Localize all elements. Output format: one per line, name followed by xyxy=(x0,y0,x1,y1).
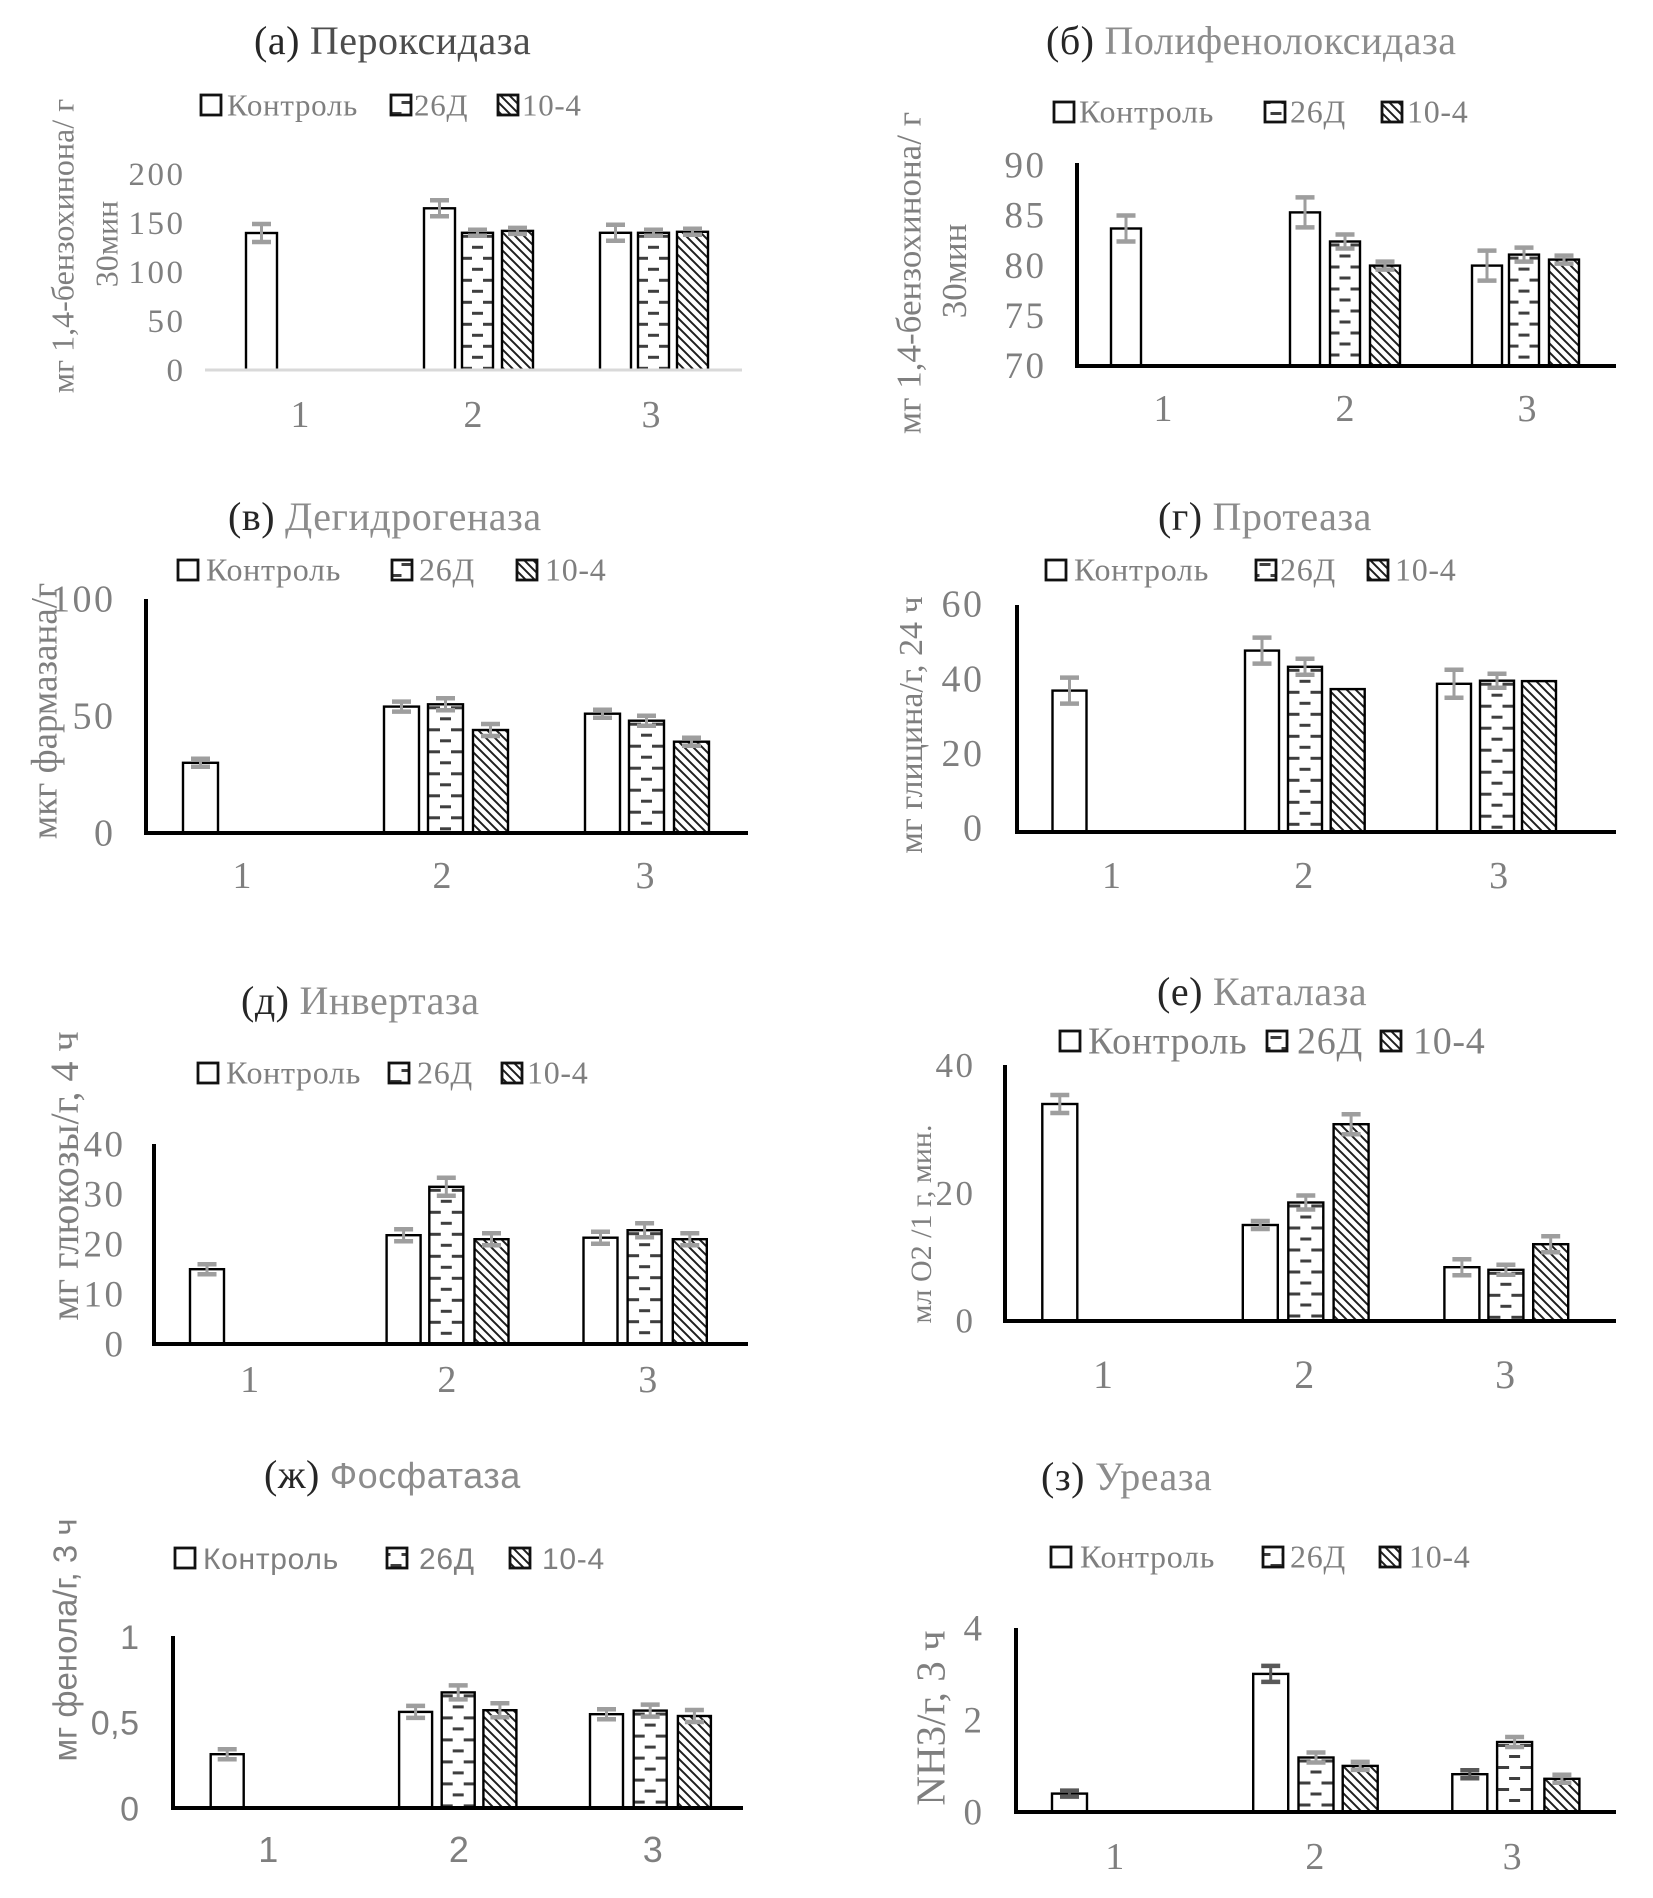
svg-text:мг глюкозы/г, 4 ч: мг глюкозы/г, 4 ч xyxy=(42,1031,87,1320)
svg-text:1: 1 xyxy=(240,1359,259,1401)
svg-text:26Д: 26Д xyxy=(417,1055,473,1091)
svg-text:80: 80 xyxy=(1005,246,1047,287)
svg-text:2: 2 xyxy=(964,1700,985,1741)
svg-text:60: 60 xyxy=(942,584,985,626)
svg-text:100: 100 xyxy=(129,255,186,291)
svg-text:200: 200 xyxy=(129,157,186,193)
svg-text:(д)Инвертаза: (д) Инвертаза xyxy=(241,978,479,1023)
svg-text:(е)Каталаза: (е) Каталаза xyxy=(1157,969,1367,1014)
svg-text:3: 3 xyxy=(636,855,655,897)
svg-text:10-4: 10-4 xyxy=(527,1055,588,1091)
svg-text:2: 2 xyxy=(464,394,483,436)
svg-text:0: 0 xyxy=(956,1302,976,1341)
svg-text:1: 1 xyxy=(233,855,252,897)
svg-text:75: 75 xyxy=(1005,296,1047,337)
svg-text:(б)Полифенолоксидаза: (б) Полифенолоксидаза xyxy=(1046,18,1457,63)
svg-text:30мин: 30мин xyxy=(89,201,125,288)
svg-text:1: 1 xyxy=(120,1619,139,1657)
svg-text:0,5: 0,5 xyxy=(91,1705,140,1743)
svg-text:3: 3 xyxy=(638,1359,657,1401)
svg-text:85: 85 xyxy=(1005,196,1047,237)
svg-text:Контроль: Контроль xyxy=(1074,552,1209,588)
svg-text:2: 2 xyxy=(1305,1836,1324,1878)
svg-text:Контроль: Контроль xyxy=(203,1543,339,1576)
svg-text:0: 0 xyxy=(963,808,985,850)
svg-text:2: 2 xyxy=(1336,388,1355,430)
svg-text:(а)Пероксидаза: (а) Пероксидаза xyxy=(254,18,531,63)
svg-text:мг глицина/г, 24 ч: мг глицина/г, 24 ч xyxy=(893,596,930,853)
svg-text:90: 90 xyxy=(1005,145,1047,186)
svg-text:1: 1 xyxy=(1105,1836,1124,1878)
svg-text:(з)Уреаза: (з) Уреаза xyxy=(1041,1454,1212,1499)
svg-text:30: 30 xyxy=(84,1175,126,1216)
svg-text:0: 0 xyxy=(105,1324,126,1365)
svg-text:2: 2 xyxy=(433,855,452,897)
svg-text:40: 40 xyxy=(942,658,985,700)
svg-text:2: 2 xyxy=(437,1359,456,1401)
svg-text:1: 1 xyxy=(258,1829,278,1870)
svg-text:10-4: 10-4 xyxy=(522,87,582,122)
svg-text:1: 1 xyxy=(1102,855,1121,897)
svg-text:мг фенола/г, 3 ч: мг фенола/г, 3 ч xyxy=(47,1518,84,1761)
svg-text:100: 100 xyxy=(51,579,116,621)
svg-text:NH3/г, 3 ч: NH3/г, 3 ч xyxy=(908,1630,954,1805)
svg-text:10-4: 10-4 xyxy=(1395,552,1456,588)
svg-text:мг 1,4-бензохинона/ г: мг 1,4-бензохинона/ г xyxy=(45,99,81,393)
svg-text:Контроль: Контроль xyxy=(226,1055,361,1091)
svg-text:26Д: 26Д xyxy=(419,1543,475,1576)
svg-text:0: 0 xyxy=(964,1792,985,1833)
svg-text:10: 10 xyxy=(84,1274,126,1315)
svg-text:Контроль: Контроль xyxy=(206,552,341,588)
svg-text:Контроль: Контроль xyxy=(1080,1539,1215,1575)
svg-text:3: 3 xyxy=(1489,855,1508,897)
svg-text:3: 3 xyxy=(1495,1352,1515,1397)
svg-text:мг 1,4-бензохинона/ г: мг 1,4-бензохинона/ г xyxy=(890,112,929,434)
svg-text:10-4: 10-4 xyxy=(542,1543,605,1576)
svg-text:10-4: 10-4 xyxy=(545,552,606,588)
svg-text:26Д: 26Д xyxy=(414,87,468,122)
svg-text:3: 3 xyxy=(1503,1836,1522,1878)
svg-text:40: 40 xyxy=(936,1046,976,1085)
svg-text:0: 0 xyxy=(120,1790,139,1828)
svg-text:0: 0 xyxy=(94,813,116,855)
svg-text:20: 20 xyxy=(84,1224,126,1265)
svg-text:26Д: 26Д xyxy=(1290,1539,1346,1575)
svg-text:70: 70 xyxy=(1005,346,1047,387)
svg-text:3: 3 xyxy=(642,394,661,436)
svg-text:50: 50 xyxy=(73,696,116,738)
svg-text:Контроль: Контроль xyxy=(1079,94,1214,130)
svg-text:мкг фармазана/г: мкг фармазана/г xyxy=(25,583,66,839)
svg-text:150: 150 xyxy=(129,206,186,242)
svg-text:0: 0 xyxy=(167,353,186,389)
svg-text:26Д: 26Д xyxy=(1297,1021,1363,1063)
svg-text:20: 20 xyxy=(936,1174,976,1213)
svg-text:20: 20 xyxy=(942,733,985,775)
svg-text:(ж)Фосфатаза: (ж) Фосфатаза xyxy=(264,1452,521,1497)
svg-text:1: 1 xyxy=(1093,1352,1113,1397)
svg-text:2: 2 xyxy=(449,1829,469,1870)
svg-text:1: 1 xyxy=(291,394,310,436)
svg-text:50: 50 xyxy=(148,304,186,340)
svg-text:Контроль: Контроль xyxy=(1088,1021,1247,1063)
svg-text:2: 2 xyxy=(1294,855,1313,897)
svg-text:40: 40 xyxy=(84,1125,126,1166)
svg-text:26Д: 26Д xyxy=(1280,552,1336,588)
svg-text:4: 4 xyxy=(964,1609,985,1650)
svg-text:(г)Протеаза: (г) Протеаза xyxy=(1158,494,1372,539)
svg-text:2: 2 xyxy=(1294,1352,1314,1397)
svg-text:30мин: 30мин xyxy=(935,224,974,319)
svg-text:10-4: 10-4 xyxy=(1413,1021,1485,1063)
svg-text:1: 1 xyxy=(1154,388,1173,430)
svg-text:3: 3 xyxy=(1518,388,1537,430)
svg-text:Контроль: Контроль xyxy=(227,87,358,122)
svg-text:10-4: 10-4 xyxy=(1407,94,1468,130)
svg-text:26Д: 26Д xyxy=(419,552,475,588)
svg-text:10-4: 10-4 xyxy=(1409,1539,1470,1575)
svg-text:26Д: 26Д xyxy=(1290,94,1346,130)
svg-text:3: 3 xyxy=(643,1829,663,1870)
svg-text:мл О2 /1 г, мин.: мл О2 /1 г, мин. xyxy=(905,1125,938,1324)
